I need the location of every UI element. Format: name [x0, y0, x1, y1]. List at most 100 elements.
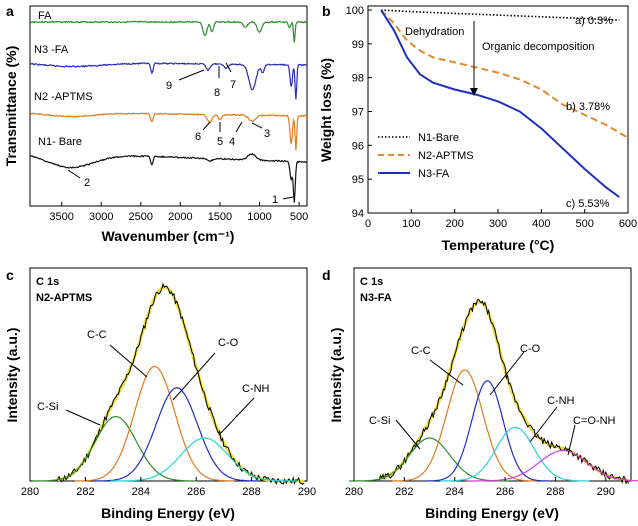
annotation-organic-decomposition: Organic decomposition	[482, 41, 595, 53]
pointer-d-c-o-nh	[567, 424, 576, 456]
x-tick-label: 600	[619, 218, 637, 230]
panel-c-xps: c 280 282 284 286 288 290 C 1s N2-APTMS Bindi…	[4, 267, 316, 521]
panel-a-ylabel: Transmittance (%)	[3, 46, 19, 167]
peak-label-d-c-o: C-O	[520, 343, 541, 355]
peak-label-8: 8	[214, 87, 220, 99]
legend-label-n1: N1-Bare	[418, 132, 459, 144]
panel-d-frame	[353, 267, 632, 482]
x-tick-label: 290	[597, 486, 615, 498]
raw-spectrum	[378, 298, 629, 485]
panel-c-xlabel: Binding Energy (eV)	[101, 505, 235, 521]
peak-label-4: 4	[229, 136, 235, 148]
y-tick-label: 99	[352, 39, 364, 51]
peak-label-d-c-nh: C-NH	[547, 395, 575, 407]
x-tick-label: 200	[445, 218, 463, 230]
series-label-n1-bare: N1- Bare	[38, 136, 82, 148]
tga-line-n1-bare	[380, 9, 620, 21]
y-tick-label: 98	[352, 73, 364, 85]
peak-c-nh	[110, 437, 298, 482]
tga-line-n2-aptms	[380, 9, 629, 139]
xps-d-curves	[349, 298, 638, 485]
pointer-d-c-c	[429, 359, 464, 386]
panel-a-x-ticks: 3500 3000 2500 2000 1500 1000 500	[49, 202, 308, 223]
pointer-d-c-nh	[529, 406, 558, 443]
legend-label-n3: N3-FA	[418, 168, 450, 180]
ftir-line-n2-aptms	[30, 112, 308, 151]
peak-c-o	[425, 380, 550, 482]
peak-c-o-nh	[467, 450, 638, 482]
panel-b-ylabel: Weight loss (%)	[318, 58, 334, 162]
legend-label-n2: N2-APTMS	[418, 150, 474, 162]
pointer-d-c-si	[395, 419, 421, 450]
panel-a-xlabel: Wavenumber (cm⁻¹)	[102, 228, 235, 244]
peak-label-1: 1	[272, 194, 278, 206]
arrow-1	[282, 196, 294, 200]
y-tick-label: 97	[352, 107, 364, 119]
x-tick-label: 2500	[129, 211, 153, 223]
peak-label-c-c: C-C	[87, 329, 107, 341]
annotation-arrowhead	[470, 88, 478, 96]
ftir-curves	[29, 20, 308, 203]
panel-a-frame	[29, 5, 308, 207]
arrow-3	[251, 122, 263, 129]
x-tick-label: 290	[298, 486, 316, 498]
x-tick-label: 282	[76, 486, 94, 498]
peak-label-9: 9	[166, 80, 172, 92]
panel-letter-c: c	[6, 267, 14, 283]
peak-label-5: 5	[217, 136, 223, 148]
panel-d-ylabel: Intensity (a.u.)	[328, 328, 344, 423]
x-tick-label: 284	[446, 486, 464, 498]
xps-c-curves	[32, 282, 305, 485]
series-label-fa: FA	[38, 10, 52, 22]
panel-letter-d: d	[322, 267, 331, 283]
pointer-c-c	[109, 344, 148, 378]
arrow-7	[225, 62, 232, 73]
panel-c-title: C 1s	[36, 276, 59, 288]
peak-annotations: 1 2 3 4 5 6 7 8 9	[67, 62, 294, 206]
x-tick-label: 284	[132, 486, 150, 498]
peak-label-2: 2	[84, 177, 90, 189]
x-tick-label: 1500	[208, 211, 232, 223]
ftir-line-fa	[29, 20, 308, 43]
y-tick-label: 96	[352, 140, 364, 152]
panel-d-xps: d 280 282 284 286 288 290 C 1s N3-FA Binding …	[322, 267, 638, 521]
panel-letter-b: b	[322, 3, 331, 19]
peak-label-c-nh: C-NH	[242, 383, 270, 395]
peak-label-6: 6	[195, 131, 201, 143]
x-tick-label: 280	[21, 486, 39, 498]
panel-c-frame	[29, 267, 308, 482]
arrow-2	[67, 169, 81, 179]
panel-d-subtitle: N3-FA	[360, 292, 392, 304]
panel-b-tga: b 0 100 200 300 400 500 600 94 95 96 97 98 99 100 Tem…	[318, 3, 637, 253]
x-tick-label: 1000	[247, 211, 271, 223]
annotation-b: b) 3.78%	[566, 101, 610, 113]
pointer-d-c-o	[489, 351, 525, 396]
peak-label-7: 7	[230, 79, 236, 91]
panel-d-ticks: 280 282 284 286 288 290	[345, 477, 615, 498]
panel-d-xlabel: Binding Energy (eV)	[425, 505, 559, 521]
legend: N1-Bare N2-APTMS N3-FA	[378, 132, 474, 180]
tga-line-n3-fa	[380, 9, 620, 198]
peak-label-3: 3	[264, 128, 270, 140]
x-tick-label: 2000	[168, 211, 192, 223]
arrow-4	[235, 121, 243, 133]
panel-a-ftir: a 3500 3000 2500 2000 1500 1000 500 Wavenumber…	[3, 3, 308, 244]
annotation-a: a) 0.3%	[575, 15, 613, 27]
x-tick-label: 0	[365, 218, 371, 230]
x-tick-label: 500	[575, 218, 593, 230]
annotation-dehydration: Dehydration	[405, 26, 464, 38]
arrow-6	[202, 121, 211, 131]
y-tick-label: 95	[352, 174, 364, 186]
annotation-c: c) 5.53%	[566, 198, 610, 210]
pointer-c-nh	[218, 397, 255, 436]
x-tick-label: 100	[402, 218, 420, 230]
ftir-line-n1-bare	[29, 152, 308, 203]
x-tick-label: 400	[532, 218, 550, 230]
panel-letter-a: a	[6, 3, 14, 19]
y-tick-label: 94	[352, 208, 364, 220]
peak-label-d-c-o-nh: C=O-NH	[573, 415, 616, 427]
x-tick-label: 288	[546, 486, 564, 498]
x-tick-label: 3500	[49, 211, 73, 223]
peak-c-si	[32, 415, 198, 482]
